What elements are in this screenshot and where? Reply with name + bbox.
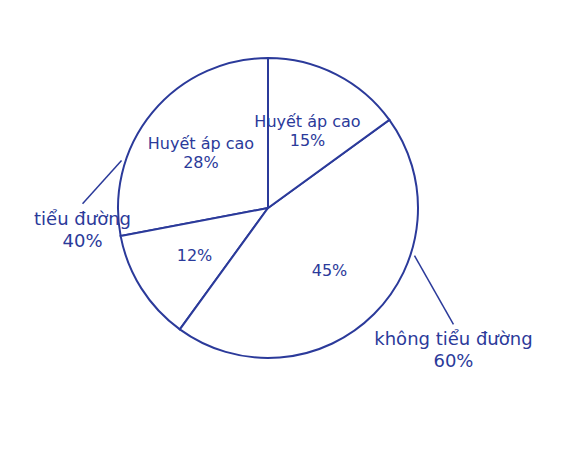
svg-text:Huyết áp cao15%: Huyết áp cao15% <box>254 111 360 149</box>
svg-text:45%: 45% <box>312 260 348 279</box>
svg-text:không tiểu đường60%: không tiểu đường60% <box>374 328 532 371</box>
svg-text:12%: 12% <box>177 245 213 264</box>
svg-text:Huyết áp cao28%: Huyết áp cao28% <box>148 134 254 172</box>
svg-text:tiểu đường40%: tiểu đường40% <box>34 207 131 250</box>
